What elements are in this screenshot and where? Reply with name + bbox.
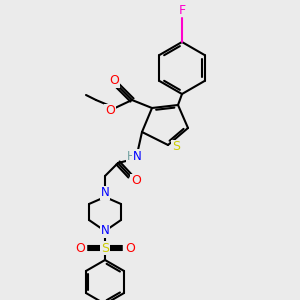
- Text: F: F: [178, 4, 186, 16]
- Text: N: N: [100, 224, 109, 238]
- Text: S: S: [101, 242, 109, 254]
- Text: O: O: [109, 74, 119, 88]
- Text: O: O: [105, 104, 115, 118]
- Text: O: O: [125, 242, 135, 254]
- Text: N: N: [133, 149, 141, 163]
- Text: S: S: [172, 140, 180, 154]
- Text: H: H: [127, 149, 135, 163]
- Text: O: O: [131, 175, 141, 188]
- Text: N: N: [100, 187, 109, 200]
- Text: O: O: [75, 242, 85, 254]
